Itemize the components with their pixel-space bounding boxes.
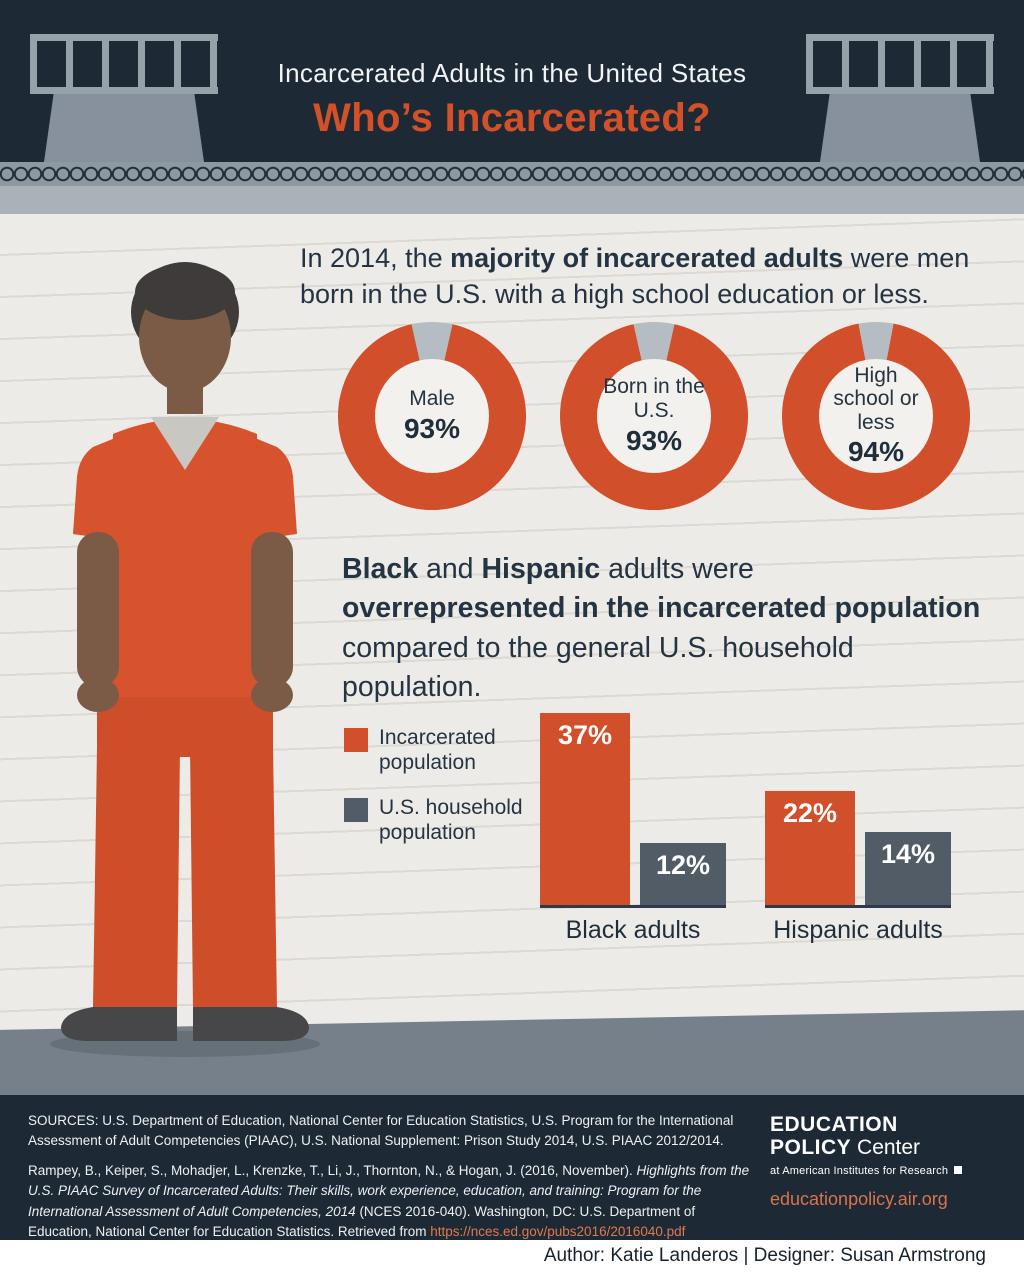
donut-chart-born-us: Born in the U.S. 93% <box>560 322 748 510</box>
legend-item-incarcerated: Incarcerated population <box>344 726 539 776</box>
overrep-t1: and <box>418 553 482 585</box>
donut-label: High school or less <box>833 363 919 434</box>
overrepresentation-text: Black and Hispanic adults were overrepre… <box>342 550 982 707</box>
donut-center: Born in the U.S. 93% <box>597 359 711 473</box>
logo-tagline: at American Institutes for Research <box>770 1165 1010 1177</box>
donut-label: Male <box>409 387 455 411</box>
page-subtitle: Who’s Incarcerated? <box>313 96 711 140</box>
citation-text: Rampey, B., Keiper, S., Mohadjer, L., Kr… <box>28 1161 752 1242</box>
citation-t2: (NCES 2016-040). Washington, DC: U.S. De… <box>28 1203 696 1239</box>
category-label-black-adults: Black adults <box>565 916 701 944</box>
bar-household-hispanic: 14% <box>865 832 951 905</box>
intro-t2: were men born in the U.S. with a high sc… <box>300 243 970 310</box>
tower-railing-icon <box>806 34 994 94</box>
donut-chart-male: Male 93% <box>338 322 526 510</box>
legend-swatch-orange <box>344 728 368 752</box>
page-title: Incarcerated Adults in the United States <box>277 58 747 88</box>
donut-chart-row: Male 93% Born in the U.S. 93% High schoo… <box>338 322 970 510</box>
bar-group-hispanic-adults: 22% 14% <box>765 700 951 908</box>
logo-policy: POLICY <box>770 1136 852 1160</box>
guard-tower-left-icon <box>30 34 218 162</box>
header: Incarcerated Adults in the United States… <box>0 0 1024 162</box>
bar-household-black: 12% <box>640 843 726 905</box>
bar-incarcerated-hispanic: 22% <box>765 791 855 905</box>
wall-band <box>0 186 1024 214</box>
overrep-t2: adults were <box>600 553 754 585</box>
intro-bold: majority of incarcerated adults <box>450 243 844 273</box>
prisoner-illustration <box>50 262 320 1057</box>
footer: SOURCES: U.S. Department of Education, N… <box>0 1095 1024 1240</box>
intro-text: In 2014, the majority of incarcerated ad… <box>300 240 1000 313</box>
barbed-wire-icon <box>0 162 1024 186</box>
bar-incarcerated-black: 37% <box>540 713 630 905</box>
guard-tower-right-icon <box>806 34 994 162</box>
logo-square-icon <box>954 1166 963 1175</box>
tower-railing-icon <box>30 34 218 94</box>
donut-value: 93% <box>403 412 461 444</box>
donut-value: 93% <box>625 424 683 456</box>
infographic-body: In 2014, the majority of incarcerated ad… <box>0 214 1024 1161</box>
bar-group-black-adults: 37% 12% <box>540 700 726 908</box>
citation-link[interactable]: https://nces.ed.gov/pubs2016/2016040.pdf <box>430 1223 686 1239</box>
donut-center: High school or less 94% <box>819 359 933 473</box>
citation-t1: Rampey, B., Keiper, S., Mohadjer, L., Kr… <box>28 1163 637 1178</box>
overrep-b2: Hispanic <box>481 553 601 585</box>
legend-swatch-gray <box>344 798 368 822</box>
bar-chart: Incarcerated population U.S. household p… <box>340 700 980 970</box>
education-policy-center-logo: EDUCATION POLICY Center at American Inst… <box>770 1113 1010 1210</box>
tower-pillar-icon <box>820 94 980 162</box>
legend-item-household: U.S. household population <box>344 796 539 846</box>
logo-tagline-text: at American Institutes for Research <box>770 1165 949 1178</box>
logo-line2: POLICY Center <box>770 1136 1010 1160</box>
legend-label: U.S. household population <box>379 796 523 844</box>
logo-line1: EDUCATION <box>770 1113 898 1136</box>
donut-chart-highschool: High school or less 94% <box>782 322 970 510</box>
intro-t1: In 2014, the <box>300 243 451 273</box>
donut-value: 94% <box>847 436 905 468</box>
sources-text: SOURCES: U.S. Department of Education, N… <box>28 1113 734 1149</box>
logo-url-link[interactable]: educationpolicy.air.org <box>770 1189 948 1210</box>
credits-bar: Author: Katie Landeros | Designer: Susan… <box>0 1240 1024 1274</box>
donut-center: Male 93% <box>375 359 489 473</box>
citation-italic: Highlights from the U.S. PIAAC Survey of… <box>28 1163 750 1219</box>
donut-label: Born in the U.S. <box>603 375 705 422</box>
overrep-t3: compared to the general U.S. household p… <box>342 631 854 703</box>
overrep-b1: Black <box>342 553 419 585</box>
overrep-b3: overrepresented in the incarcerated popu… <box>342 592 981 625</box>
logo-center: Center <box>851 1136 921 1160</box>
category-label-hispanic-adults: Hispanic adults <box>773 916 943 944</box>
tower-pillar-icon <box>44 94 204 162</box>
legend-label: Incarcerated population <box>379 726 496 774</box>
